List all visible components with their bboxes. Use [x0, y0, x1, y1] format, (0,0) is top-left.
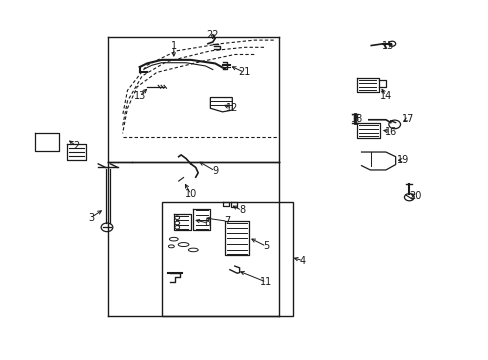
Bar	[161, 202, 293, 316]
Text: 5: 5	[263, 241, 269, 251]
Text: 4: 4	[299, 256, 305, 266]
Text: 21: 21	[238, 67, 250, 77]
Text: 8: 8	[239, 206, 244, 216]
Text: 1: 1	[170, 41, 177, 50]
Text: 12: 12	[225, 103, 238, 113]
Text: 7: 7	[224, 216, 230, 226]
Text: 10: 10	[184, 189, 197, 199]
Text: 22: 22	[206, 30, 219, 40]
Text: 17: 17	[401, 114, 413, 124]
Text: 15: 15	[382, 41, 394, 50]
Text: 18: 18	[350, 114, 362, 124]
Text: 6: 6	[204, 218, 210, 228]
Text: 19: 19	[396, 155, 408, 165]
Text: 3: 3	[88, 213, 94, 222]
Text: 13: 13	[133, 91, 145, 101]
Text: 20: 20	[408, 191, 421, 201]
Text: 9: 9	[212, 166, 218, 176]
Text: 11: 11	[260, 277, 272, 287]
Text: 14: 14	[379, 91, 391, 101]
Text: 16: 16	[384, 127, 396, 136]
Text: 2: 2	[73, 141, 79, 151]
